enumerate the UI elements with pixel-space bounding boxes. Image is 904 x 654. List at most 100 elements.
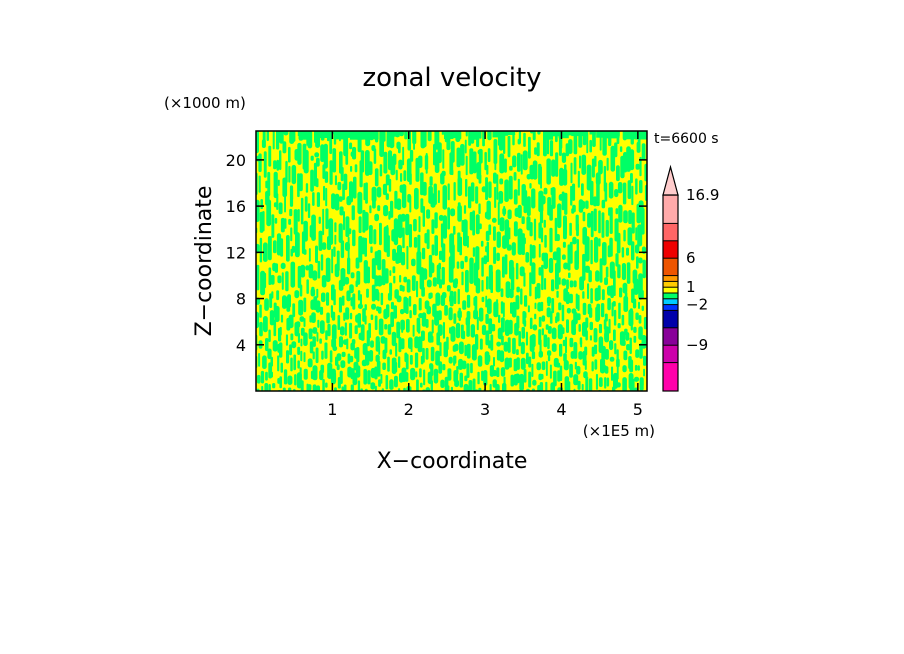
field-streak [464,344,467,357]
field-streak [613,309,617,326]
field-streak [589,321,593,331]
field-streak [393,218,399,246]
y-tick-label: 20 [226,151,246,170]
field-streak [510,374,514,387]
field-streak [494,186,497,208]
field-streak [262,131,266,142]
field-streak [363,131,371,138]
field-streak [286,235,290,262]
field-streak [291,131,296,142]
field-streak [489,383,492,391]
field-streak [519,373,524,391]
field-streak [557,324,563,340]
field-streak [577,294,580,311]
field-streak [573,311,578,325]
field-streak [638,315,642,324]
field-streak [385,193,389,200]
field-streak [590,288,593,304]
field-streak [532,324,538,331]
field-streak [349,181,353,203]
field-streak [504,158,507,173]
field-streak [350,272,355,279]
field-streak [376,186,382,198]
field-streak [582,211,586,222]
field-streak [421,247,426,260]
y-unit-label: (×1000 m) [164,94,246,112]
field-streak [521,216,525,225]
field-streak [472,247,475,257]
field-streak [291,263,294,283]
field-streak [366,266,370,284]
field-streak [307,358,313,368]
field-streak [277,179,280,186]
field-streak [310,155,314,161]
field-streak [323,185,326,201]
field-streak [416,379,419,391]
field-streak [363,368,367,385]
field-streak [406,245,409,270]
field-streak [270,356,273,367]
field-streak [487,148,491,162]
field-streak [385,174,390,186]
field-streak [556,290,559,298]
field-streak [486,164,489,175]
field-streak [280,262,286,270]
field-streak [263,316,268,333]
field-streak [331,311,336,321]
field-streak [614,142,618,158]
field-streak [322,208,325,236]
field-streak [366,288,369,298]
field-streak [565,291,570,305]
field-streak [591,158,595,178]
field-streak [300,338,303,347]
field-streak [546,307,551,318]
field-streak [381,259,386,286]
field-streak [590,239,593,265]
field-streak [411,258,416,267]
field-streak [364,388,368,391]
field-streak [334,234,337,245]
field-streak [623,229,626,242]
field-streak [357,303,363,309]
field-streak [300,264,306,278]
field-streak [614,189,619,198]
field-streak [289,208,293,217]
colorbar-swatch [663,281,678,288]
field-streak [466,343,471,359]
colorbar-swatch [663,258,678,276]
field-streak [504,219,510,246]
field-streak [465,178,468,197]
field-streak [392,153,397,166]
field-streak [593,328,598,343]
field-streak [522,237,526,245]
field-streak [331,324,337,340]
field-streak [516,349,519,355]
field-streak [420,382,423,388]
field-streak [617,264,621,279]
field-streak [326,312,330,324]
field-streak [551,343,557,352]
field-streak [401,184,407,209]
field-streak [418,216,421,233]
field-streak [352,293,356,310]
field-streak [532,131,536,141]
field-streak [478,203,481,215]
field-streak [363,183,366,201]
field-streak [336,364,340,371]
field-streak [441,170,446,177]
field-streak [388,178,392,192]
field-streak [305,121,309,129]
field-streak [486,276,489,290]
field-streak [468,380,473,391]
field-streak [413,237,418,248]
field-streak [538,267,542,276]
field-streak [256,311,260,329]
field-streak [291,164,297,185]
field-streak [551,131,564,137]
field-streak [500,367,506,377]
field-streak [258,175,261,193]
field-streak [539,206,544,224]
colorbar-swatch [663,240,678,259]
field-streak [378,318,384,336]
field-streak [624,291,628,306]
